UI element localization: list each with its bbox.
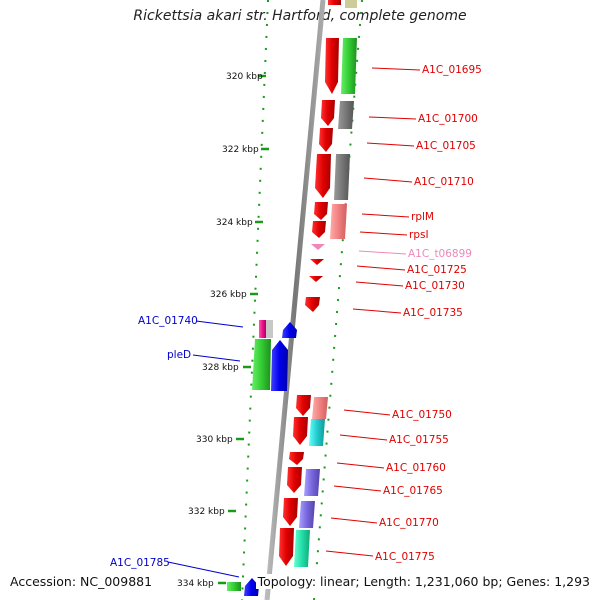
gene-label[interactable]: A1C_01755 xyxy=(389,434,449,446)
gene-arrow[interactable] xyxy=(305,297,320,312)
gene-label[interactable]: A1C_01695 xyxy=(422,64,482,76)
gene-arrow[interactable] xyxy=(244,578,259,596)
forward-gene-labels: A1C_01695 A1C_01700 A1C_01705 A1C_01710 … xyxy=(375,64,482,563)
gene-arrow[interactable] xyxy=(289,452,304,465)
trna-arrow[interactable] xyxy=(311,244,325,250)
gene-label[interactable]: A1C_01740 xyxy=(138,315,198,327)
forward-category-boxes xyxy=(294,0,357,567)
gene-arrow[interactable] xyxy=(293,417,308,445)
tick-label: 332 kbp xyxy=(188,507,225,517)
gene-arrow[interactable] xyxy=(296,395,311,416)
accession-text: Accession: NC_009881 xyxy=(8,574,155,589)
reverse-gene-labels: A1C_01740 pleD A1C_01785 xyxy=(110,315,198,569)
left-dotted-track xyxy=(241,0,269,600)
tick-label: 334 kbp xyxy=(177,579,214,589)
reverse-category-boxes xyxy=(227,320,273,591)
gene-arrow[interactable] xyxy=(282,322,297,338)
gene-label[interactable]: A1C_01700 xyxy=(418,113,478,125)
gene-label[interactable]: rpsI xyxy=(409,229,429,241)
gene-arrow[interactable] xyxy=(319,128,333,152)
gene-arrow[interactable] xyxy=(321,100,335,126)
gene-arrow[interactable] xyxy=(315,154,331,198)
gene-label[interactable]: A1C_01730 xyxy=(405,280,465,292)
gene-arrow[interactable] xyxy=(325,38,339,94)
tick-label: 322 kbp xyxy=(222,145,259,155)
reverse-gene-arrows xyxy=(244,322,297,596)
tick-label: 330 kbp xyxy=(196,435,233,445)
gene-label[interactable]: A1C_01725 xyxy=(407,264,467,276)
gene-arrow[interactable] xyxy=(328,0,341,5)
gene-arrow[interactable] xyxy=(287,467,302,493)
gene-label[interactable]: A1C_t06899 xyxy=(408,248,472,260)
sequence-axis xyxy=(264,0,326,600)
gene-arrow[interactable] xyxy=(271,340,288,391)
gene-label[interactable]: A1C_01750 xyxy=(392,409,452,421)
gene-label[interactable]: rplM xyxy=(411,211,434,223)
forward-gene-arrows xyxy=(279,0,341,566)
gene-label[interactable]: A1C_01705 xyxy=(416,140,476,152)
gene-arrow[interactable] xyxy=(279,528,294,566)
tick-label: 320 kbp xyxy=(226,72,263,82)
gene-label[interactable]: pleD xyxy=(167,349,191,361)
gene-arrow[interactable] xyxy=(309,276,323,282)
gene-label[interactable]: A1C_01760 xyxy=(386,462,446,474)
gene-label[interactable]: A1C_01775 xyxy=(375,551,435,563)
gene-label[interactable]: A1C_01770 xyxy=(379,517,439,529)
gene-label[interactable]: A1C_01765 xyxy=(383,485,443,497)
tick-label: 326 kbp xyxy=(210,290,247,300)
tick-label: 324 kbp xyxy=(216,218,253,228)
tick-label: 328 kbp xyxy=(202,363,239,373)
gene-label[interactable]: A1C_01785 xyxy=(110,557,170,569)
gene-label[interactable]: A1C_01735 xyxy=(403,307,463,319)
gene-arrow[interactable] xyxy=(283,498,298,526)
gene-label[interactable]: A1C_01710 xyxy=(414,176,474,188)
gene-arrow[interactable] xyxy=(314,202,328,220)
genome-summary-text: Topology: linear; Length: 1,231,060 bp; … xyxy=(255,574,592,589)
scale-ticks: 320 kbp 322 kbp 324 kbp 326 kbp 328 kbp … xyxy=(177,72,269,589)
gene-arrow[interactable] xyxy=(310,259,324,265)
genome-title: Rickettsia akari str. Hartford, complete… xyxy=(133,8,467,24)
right-dotted-track xyxy=(313,0,363,600)
gene-arrow[interactable] xyxy=(312,221,326,238)
label-leader-lines xyxy=(167,67,421,578)
